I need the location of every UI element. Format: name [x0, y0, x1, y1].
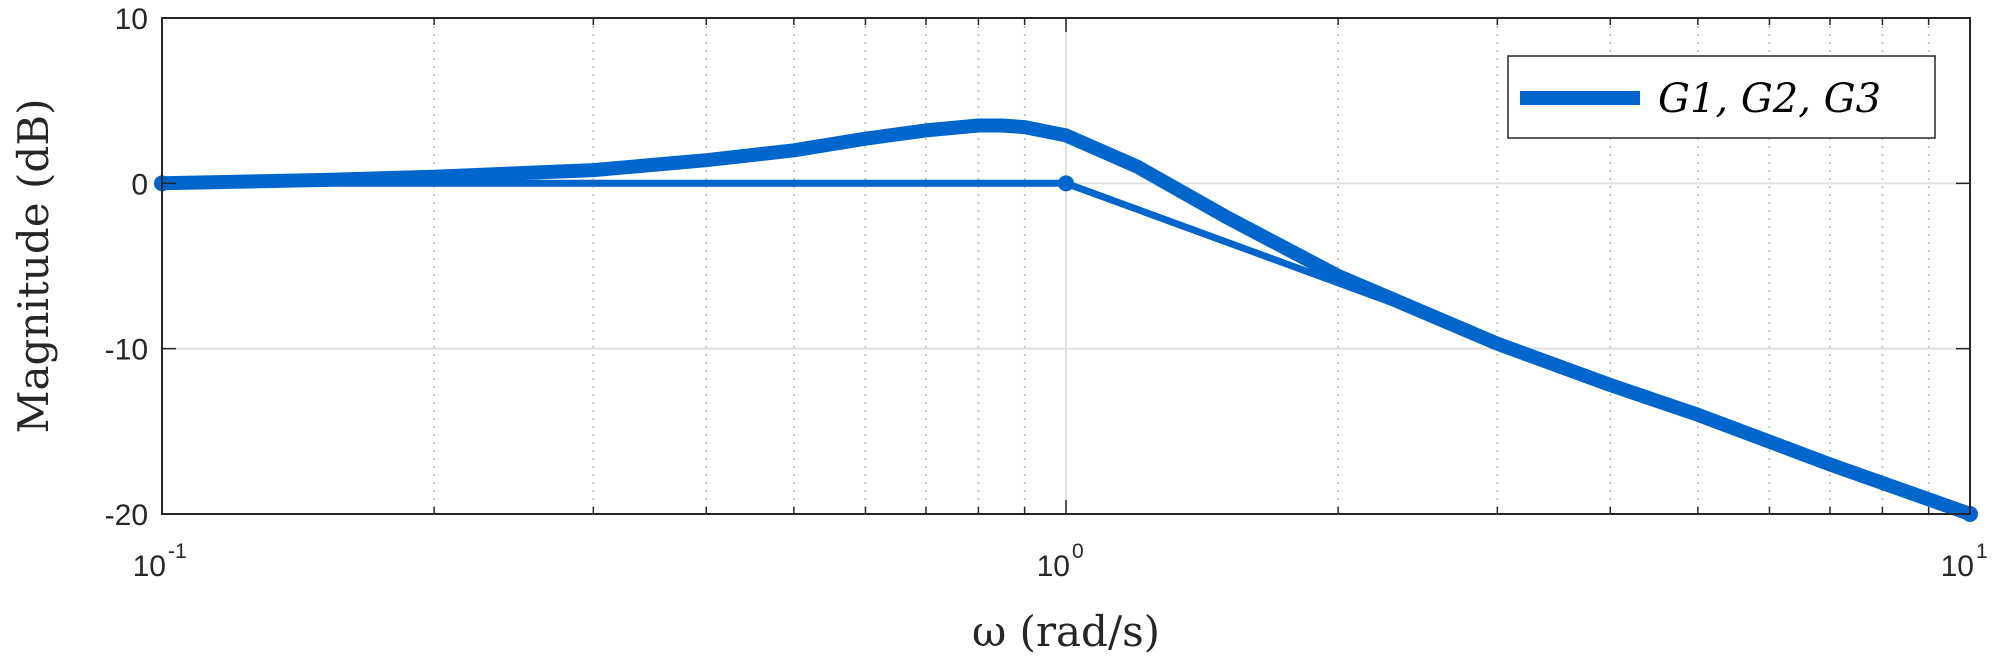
- x-axis-label: ω (rad/s): [972, 607, 1160, 656]
- asymptote-marker: [1058, 175, 1074, 192]
- y-tick-label: -10: [105, 334, 148, 367]
- y-tick-label: -20: [105, 499, 148, 532]
- x-tick-exponent: 0: [1072, 540, 1084, 563]
- y-axis-label: Magnitude (dB): [9, 99, 58, 434]
- x-tick-exponent: 1: [1976, 540, 1988, 563]
- x-tick-label: 10: [133, 550, 166, 583]
- x-tick-label: 10: [1037, 550, 1070, 583]
- y-tick-label: 0: [131, 168, 148, 201]
- x-tick-exponent: -1: [168, 540, 187, 563]
- legend-entry-label: G1, G2, G3: [1658, 76, 1881, 122]
- x-tick-label: 10: [1941, 550, 1974, 583]
- series-layer: [154, 118, 1978, 522]
- legend: G1, G2, G3: [1507, 55, 1936, 139]
- y-tick-label: 10: [115, 3, 148, 36]
